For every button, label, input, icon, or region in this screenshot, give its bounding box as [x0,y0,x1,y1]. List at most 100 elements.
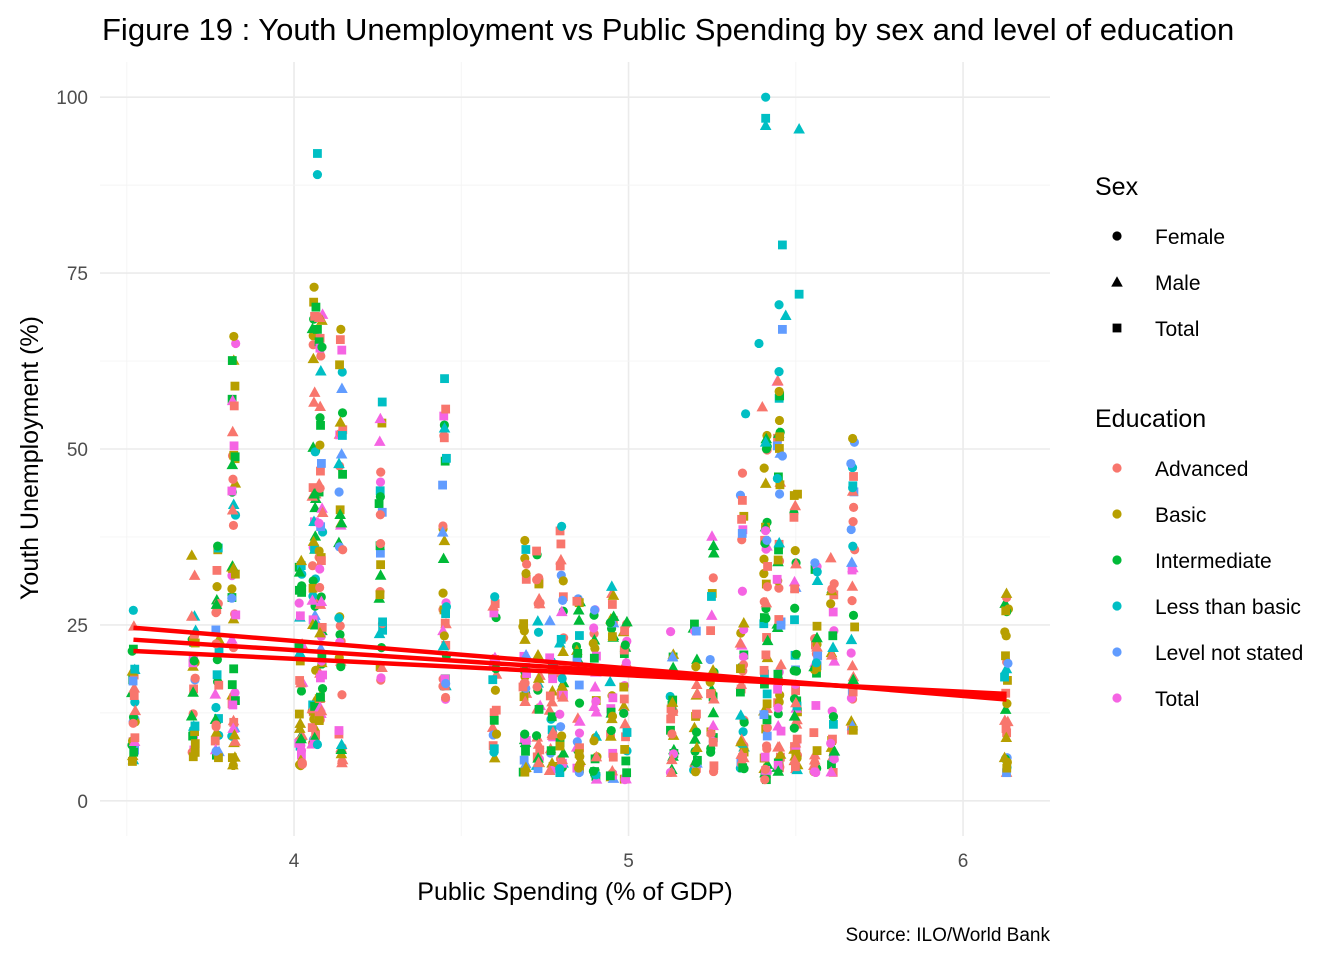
data-point [336,382,348,393]
data-point [185,549,198,560]
data-point [738,652,749,662]
data-point [1001,724,1011,734]
data-point [534,579,544,589]
data-point [618,700,630,711]
data-point [774,615,784,624]
data-point [761,92,771,102]
data-point [548,674,558,684]
data-point [774,444,784,453]
data-point [519,619,529,628]
data-point [309,501,321,513]
legend-label: Basic [1155,504,1206,527]
data-point [547,712,557,722]
data-point [762,582,772,592]
legend-key-color [1112,647,1122,657]
data-point [607,589,620,600]
data-point [211,722,221,732]
legend-key-circle [1112,231,1122,241]
data-point [846,556,858,567]
data-point [691,661,701,672]
data-point [190,739,200,749]
data-point [489,747,499,757]
data-point [790,545,800,556]
data-point [849,472,858,481]
data-point [574,680,584,690]
data-point [811,701,821,710]
data-point [760,764,771,774]
data-point [547,726,559,737]
data-point [809,728,819,738]
data-point [737,468,748,478]
data-point [622,768,632,778]
data-point [211,625,221,635]
data-point [128,605,138,615]
data-point [788,754,801,765]
data-point [336,324,346,334]
data-point [296,561,306,571]
data-point [789,512,799,522]
legend-label: Intermediate [1155,550,1272,573]
data-point [779,309,792,320]
legend-title: Education [1095,405,1206,433]
data-point [777,451,787,461]
data-point [1001,651,1010,661]
legend-label: Total [1155,688,1199,711]
data-point [532,672,545,683]
data-point [789,723,799,733]
data-point [214,714,223,723]
data-point [761,113,771,123]
data-point [761,613,771,623]
data-point [296,686,307,696]
data-point [735,709,747,720]
data-point [772,720,784,731]
data-point [532,682,542,692]
data-point [620,626,630,636]
data-point [227,584,237,594]
data-point [573,763,584,773]
data-point [307,535,320,546]
data-point [692,709,701,719]
data-point [619,682,629,692]
data-point [335,629,345,640]
data-point [760,526,771,536]
data-point [620,775,630,785]
data-point [439,411,449,421]
data-point [846,580,859,591]
data-point [575,631,584,640]
data-point [737,617,750,628]
data-point [1000,731,1013,743]
data-point [436,526,449,537]
data-point [210,736,220,746]
data-point [316,673,325,683]
data-point [790,696,802,708]
data-point [375,510,385,520]
data-point [850,622,860,632]
data-point [574,754,587,766]
data-point [185,610,198,621]
data-point [545,653,555,663]
data-point [438,422,451,433]
data-point [774,367,784,377]
data-point [532,648,544,660]
data-point [828,607,838,617]
data-point [336,662,346,672]
y-tick-label: 75 [67,264,88,285]
data-point [1001,606,1011,616]
data-point [312,739,323,750]
data-point [338,469,347,479]
data-point [740,409,751,419]
data-point [666,696,679,707]
data-point [491,705,501,715]
data-point [128,676,138,686]
data-point [335,448,348,459]
data-point [828,745,841,756]
data-point [812,621,822,631]
data-point [789,666,799,676]
data-point [315,365,327,376]
data-point [790,615,799,625]
data-point [605,580,618,591]
data-point [589,736,599,746]
data-point [315,704,328,716]
legend: Sex Female Male Total Education Advanced Basic… [1095,173,1303,711]
data-point [772,574,782,584]
